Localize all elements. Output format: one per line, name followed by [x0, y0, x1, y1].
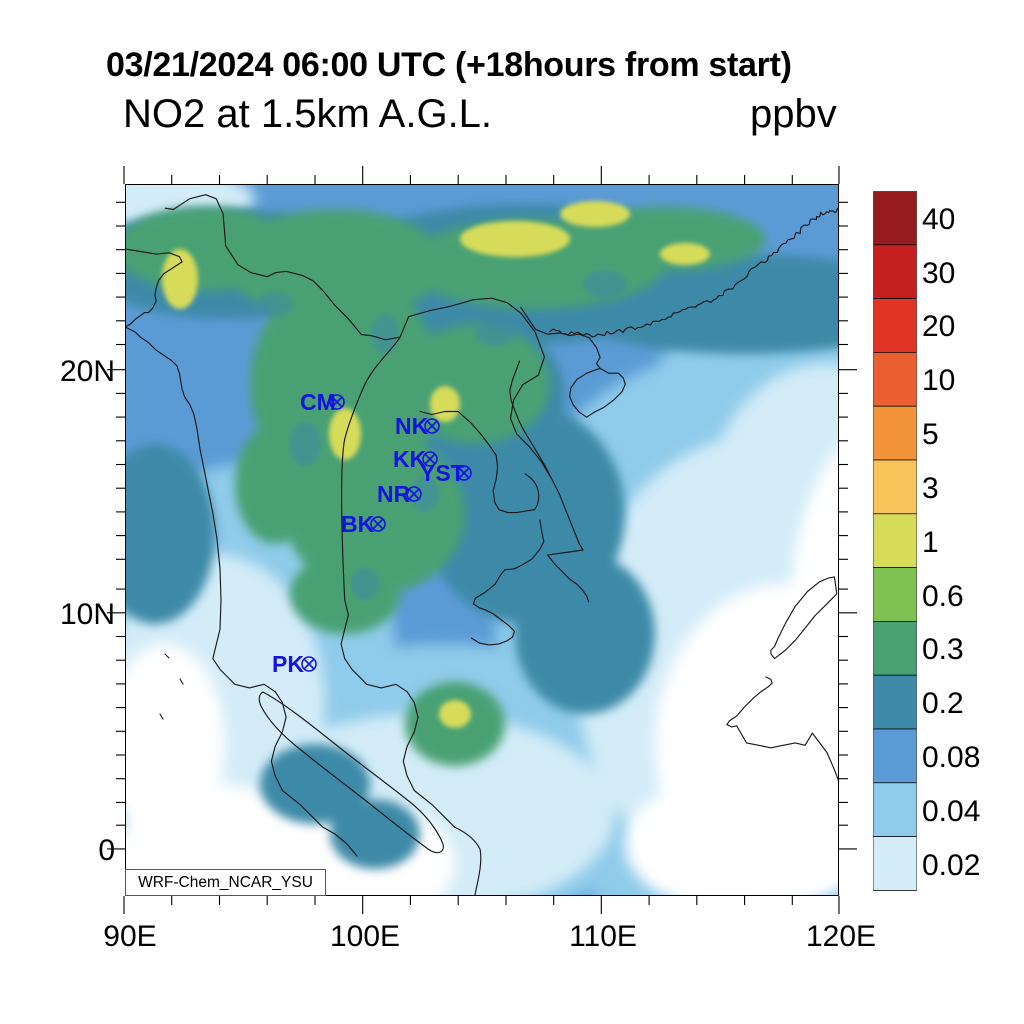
svg-text:NR: NR — [377, 481, 411, 507]
svg-text:PK: PK — [272, 651, 304, 677]
svg-text:NK: NK — [395, 413, 429, 439]
svg-text:YST: YST — [420, 460, 465, 486]
svg-text:BK: BK — [341, 511, 375, 537]
